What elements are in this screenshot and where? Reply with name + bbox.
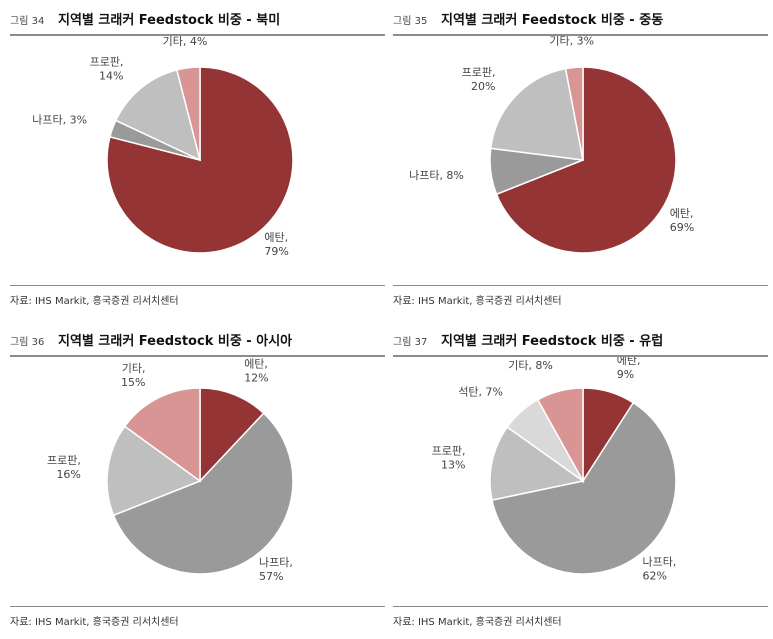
chart-panel-middle-east: 그림 35 지역별 크래커 Feedstock 비중 - 중동 에탄, 69% 나프… [393, 6, 768, 316]
slice-label-group: 석탄, 7% [458, 386, 503, 399]
slice-value-label: 16% [56, 468, 80, 481]
chart-header: 그림 36 지역별 크래커 Feedstock 비중 - 아시아 [10, 327, 385, 355]
chart-panel-north-america: 그림 34 지역별 크래커 Feedstock 비중 - 북미 에탄, 79% 나프… [10, 6, 385, 316]
chart-title: 지역별 크래커 Feedstock 비중 - 아시아 [58, 334, 293, 349]
title-rule [10, 34, 385, 36]
pie-slice-1 [112, 412, 294, 575]
slice-label: 기타, 3% [549, 36, 594, 48]
slice-value-label: 9% [617, 368, 634, 381]
slice-label-group: 프로판,13% [432, 444, 466, 471]
slice-label-group: 기타, 3% [549, 36, 594, 48]
slice-name-label: 프로판, [432, 444, 466, 457]
figure-number: 그림 36 [10, 337, 45, 348]
chart-panel-asia: 그림 36 지역별 크래커 Feedstock 비중 - 아시아 에탄, 12% 나… [10, 327, 385, 637]
slice-name-label: 에탄, [264, 231, 288, 244]
pie-slice-3 [175, 66, 201, 161]
slice-value-label: 13% [441, 458, 465, 471]
pie-slice-3 [123, 387, 201, 483]
pie-slice-0 [199, 387, 265, 483]
chart-title: 지역별 크래커 Feedstock 비중 - 중동 [441, 13, 664, 28]
slice-name-label: 프로판, [90, 56, 124, 69]
slice-label: 기타, 4% [163, 36, 208, 48]
pie-chart: 에탄,9% 나프타,62% 프로판,13% 석탄, 7% 기타, 8% [432, 357, 677, 583]
slice-value-label: 15% [121, 376, 145, 389]
pie-slice-3 [564, 66, 584, 161]
pie-slice-1 [491, 401, 677, 575]
title-rule [10, 355, 385, 357]
chart-panel-europe: 그림 37 지역별 크래커 Feedstock 비중 - 유럽 에탄, 9% 나프타… [393, 327, 768, 637]
pie-slice-2 [114, 69, 202, 162]
source-note: 자료: IHS Markit, 흥국증권 리서치센터 [393, 617, 562, 628]
slice-label-group: 에탄,12% [244, 357, 268, 384]
slice-value-label: 62% [643, 570, 667, 583]
chart-title: 지역별 크래커 Feedstock 비중 - 유럽 [441, 334, 664, 349]
slice-label-group: 에탄,69% [670, 207, 694, 234]
slice-label-group: 나프타, 3% [32, 113, 87, 126]
slice-name-label: 프로판, [47, 454, 81, 467]
slice-value-label: 79% [264, 245, 288, 258]
slice-name-label: 에탄, [670, 207, 694, 220]
slice-label: 기타, 8% [508, 359, 553, 372]
source-note: 자료: IHS Markit, 흥국증권 리서치센터 [393, 296, 562, 307]
pie-slice-0 [495, 66, 677, 254]
slice-label-group: 프로판,14% [90, 56, 124, 83]
slice-name-label: 나프타, [643, 556, 677, 569]
slice-name-label: 에탄, [617, 357, 641, 367]
source-note: 자료: IHS Markit, 흥국증권 리서치센터 [10, 296, 179, 307]
pie-chart: 에탄,79% 나프타, 3% 프로판,14% 기타, 4% [32, 36, 294, 258]
source-note: 자료: IHS Markit, 흥국증권 리서치센터 [10, 617, 179, 628]
slice-value-label: 57% [259, 570, 283, 583]
pie-slice-0 [106, 66, 294, 254]
pie-slice-4 [536, 387, 584, 484]
source-rule [393, 606, 768, 607]
figure-number: 그림 35 [393, 16, 428, 27]
pie-slice-2 [489, 426, 585, 501]
chart-header: 그림 35 지역별 크래커 Feedstock 비중 - 중동 [393, 6, 768, 34]
chart-header: 그림 34 지역별 크래커 Feedstock 비중 - 북미 [10, 6, 385, 34]
slice-name-label: 프로판, [462, 66, 496, 79]
slice-value-label: 12% [244, 371, 268, 384]
slice-label: 나프타, 3% [32, 113, 87, 126]
figure-number: 그림 37 [393, 337, 428, 348]
source-rule [393, 285, 768, 286]
slice-label-group: 나프타,57% [259, 556, 293, 583]
slice-name-label: 에탄, [244, 357, 268, 370]
slice-label-group: 기타, 4% [163, 36, 208, 48]
pie-slice-2 [489, 67, 584, 161]
slice-label: 나프타, 8% [409, 169, 464, 182]
slice-name-label: 기타, [122, 362, 146, 375]
slice-label-group: 프로판,16% [47, 454, 81, 481]
slice-value-label: 14% [99, 70, 123, 83]
slice-label-group: 기타,15% [121, 362, 145, 389]
slice-label-group: 나프타, 8% [409, 169, 464, 182]
title-rule [393, 355, 768, 357]
pie-chart: 에탄,69% 나프타, 8% 프로판,20% 기타, 3% [409, 36, 694, 254]
pie-slice-2 [106, 425, 202, 517]
slice-label: 석탄, 7% [458, 386, 503, 399]
slice-label-group: 에탄,79% [264, 231, 288, 258]
source-rule [10, 606, 385, 607]
slice-label-group: 프로판,20% [462, 66, 496, 93]
slice-label-group: 에탄,9% [617, 357, 641, 381]
slice-value-label: 20% [471, 80, 495, 93]
slice-value-label: 69% [670, 221, 694, 234]
chart-title: 지역별 크래커 Feedstock 비중 - 북미 [58, 13, 281, 28]
slice-name-label: 나프타, [259, 556, 293, 569]
pie-chart: 에탄,12% 나프타,57% 프로판,16% 기타,15% [47, 357, 294, 583]
chart-header: 그림 37 지역별 크래커 Feedstock 비중 - 유럽 [393, 327, 768, 355]
source-rule [10, 285, 385, 286]
slice-label-group: 나프타,62% [643, 556, 677, 583]
slice-label-group: 기타, 8% [508, 359, 553, 372]
figure-number: 그림 34 [10, 16, 45, 27]
title-rule [393, 34, 768, 36]
